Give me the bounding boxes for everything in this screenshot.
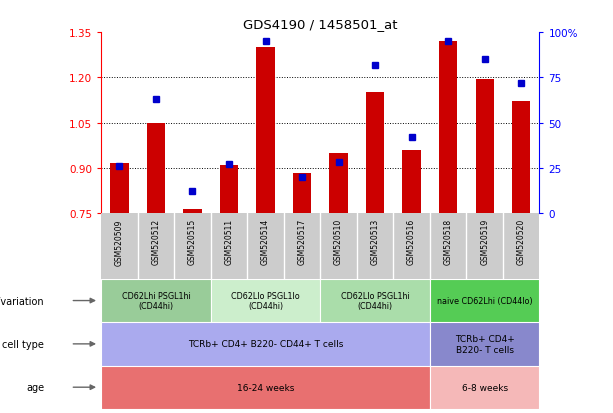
Bar	[110, 164, 129, 214]
Text: TCRb+ CD4+ B220- CD44+ T cells: TCRb+ CD4+ B220- CD44+ T cells	[188, 339, 343, 349]
Text: GSM520520: GSM520520	[517, 219, 526, 265]
Bar	[147, 124, 165, 214]
Text: CD62Lhi PSGL1hi
(CD44hi): CD62Lhi PSGL1hi (CD44hi)	[121, 291, 190, 311]
Bar	[366, 93, 384, 214]
Bar	[101, 279, 211, 323]
Text: GSM520513: GSM520513	[371, 219, 379, 265]
Bar	[430, 366, 539, 409]
Text: GSM520509: GSM520509	[115, 219, 124, 265]
Text: GSM520518: GSM520518	[444, 219, 452, 265]
Text: GSM520512: GSM520512	[151, 219, 161, 265]
Bar	[430, 323, 539, 366]
Text: GSM520510: GSM520510	[334, 219, 343, 265]
Bar	[403, 150, 421, 214]
Text: GSM520516: GSM520516	[407, 219, 416, 265]
Bar	[293, 174, 311, 214]
Text: GSM520519: GSM520519	[480, 219, 489, 265]
Title: GDS4190 / 1458501_at: GDS4190 / 1458501_at	[243, 17, 398, 31]
Text: GSM520511: GSM520511	[224, 219, 234, 265]
Text: 16-24 weeks: 16-24 weeks	[237, 383, 294, 392]
Text: CD62Llo PSGL1lo
(CD44hi): CD62Llo PSGL1lo (CD44hi)	[231, 291, 300, 311]
Text: GSM520515: GSM520515	[188, 219, 197, 265]
Text: TCRb+ CD4+
B220- T cells: TCRb+ CD4+ B220- T cells	[455, 335, 514, 354]
Bar	[101, 366, 430, 409]
Text: naive CD62Lhi (CD44lo): naive CD62Lhi (CD44lo)	[437, 297, 533, 305]
Bar	[439, 42, 457, 214]
Text: genotype/variation: genotype/variation	[0, 296, 44, 306]
Bar	[329, 154, 348, 214]
Text: 6-8 weeks: 6-8 weeks	[462, 383, 508, 392]
Bar	[512, 102, 530, 214]
Bar	[476, 80, 494, 214]
Bar	[321, 279, 430, 323]
Bar	[220, 166, 238, 214]
Bar	[430, 279, 539, 323]
Bar	[211, 279, 321, 323]
Text: CD62Llo PSGL1hi
(CD44hi): CD62Llo PSGL1hi (CD44hi)	[341, 291, 409, 311]
Text: GSM520514: GSM520514	[261, 219, 270, 265]
Bar	[101, 323, 430, 366]
Bar	[256, 48, 275, 214]
Text: cell type: cell type	[2, 339, 44, 349]
Text: age: age	[26, 382, 44, 392]
Text: GSM520517: GSM520517	[297, 219, 306, 265]
Bar	[183, 210, 202, 214]
